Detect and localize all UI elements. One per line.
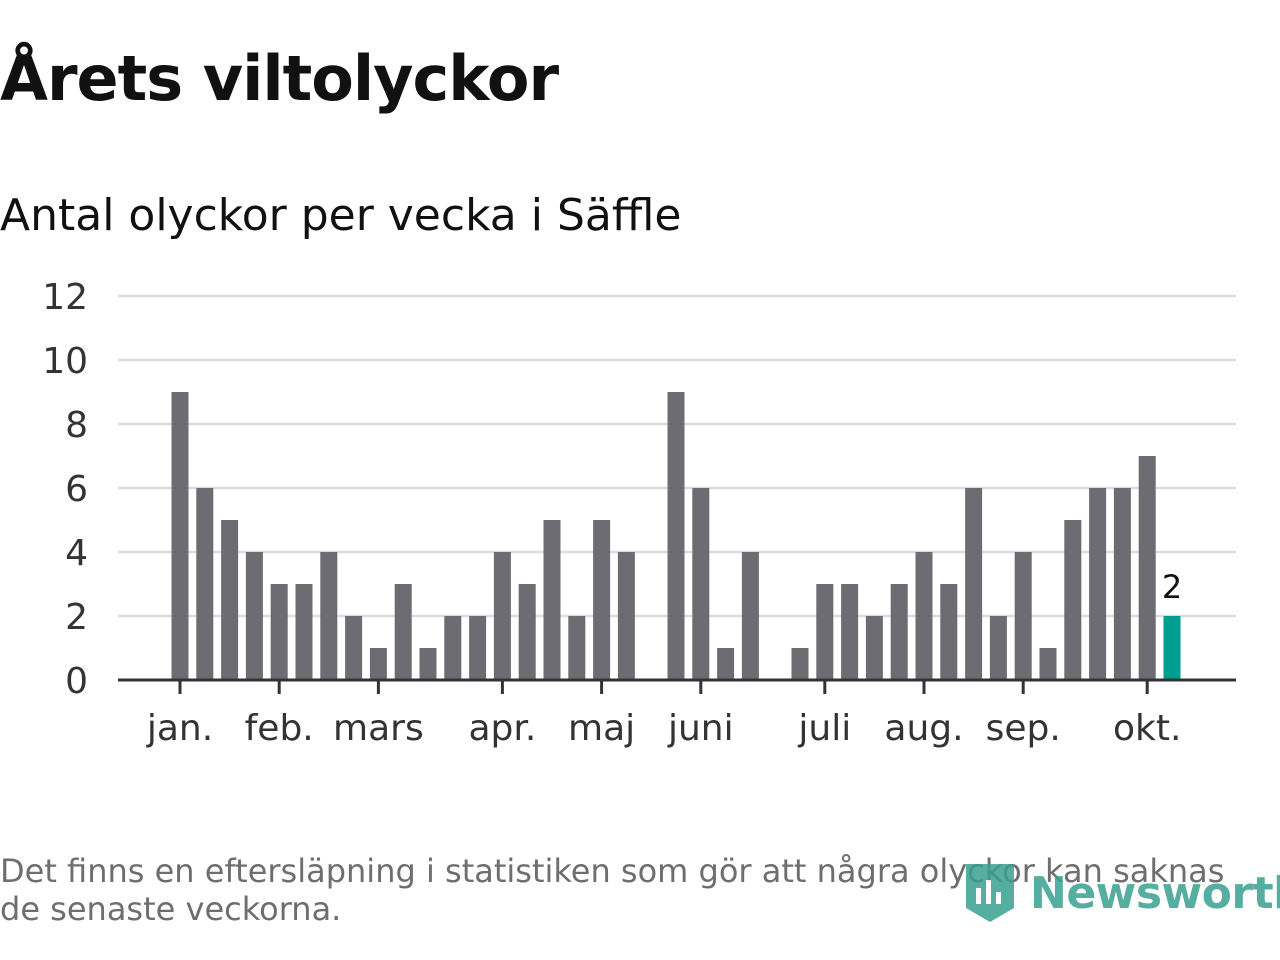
bar [890, 584, 908, 680]
bar [493, 552, 511, 680]
x-tick-label: juni [667, 708, 734, 749]
bar [171, 392, 189, 680]
logo-name: Newsworthy [1030, 867, 1280, 919]
chart-title: Årets viltolyckor [0, 42, 559, 115]
bar [345, 616, 363, 680]
bar [940, 584, 958, 680]
bar [1138, 456, 1156, 680]
bar [444, 616, 462, 680]
bar [568, 616, 586, 680]
y-tick-label: 2 [65, 597, 88, 638]
bar [791, 648, 809, 680]
bar [1039, 648, 1057, 680]
x-tick-label: aug. [884, 708, 963, 749]
bars [171, 392, 1181, 680]
bar [543, 520, 561, 680]
bar [245, 552, 263, 680]
x-tick-label: maj [568, 708, 635, 749]
y-tick-label: 8 [65, 405, 88, 446]
x-tick-label: feb. [245, 708, 314, 749]
bar [692, 488, 710, 680]
bar [196, 488, 214, 680]
bar [221, 520, 239, 680]
chart-subtitle: Antal olyckor per vecka i Säffle [0, 190, 682, 241]
bar [1113, 488, 1131, 680]
bar [915, 552, 933, 680]
bar [617, 552, 635, 680]
y-tick-label: 4 [65, 533, 88, 574]
highlight-value-label: 2 [1162, 568, 1182, 606]
x-tick-label: jan. [146, 708, 213, 749]
footnote: Det finns en eftersläpning i statistiken… [0, 852, 1225, 928]
bar [989, 616, 1007, 680]
bar [865, 616, 883, 680]
bar [320, 552, 338, 680]
bar [741, 552, 759, 680]
bar [270, 584, 288, 680]
bar [394, 584, 412, 680]
y-tick-label: 0 [65, 661, 88, 702]
y-tick-label: 10 [42, 341, 88, 382]
bar [419, 648, 437, 680]
bar [717, 648, 735, 680]
bar [1089, 488, 1107, 680]
y-axis-ticks: 0 2 4 6 8 10 12 [42, 277, 88, 702]
y-tick-label: 12 [42, 277, 88, 318]
bar [518, 584, 536, 680]
x-tick-label: sep. [986, 708, 1061, 749]
newsworthy-logo-icon [966, 864, 1014, 922]
highlight-bar [1163, 616, 1181, 680]
bar-chart: 0 2 4 6 8 10 12 jan. feb. mars apr. maj juni juli aug… [42, 277, 1236, 749]
bar [965, 488, 983, 680]
bar [1014, 552, 1032, 680]
bar [841, 584, 859, 680]
data-labels: 2 [1162, 568, 1182, 606]
newsworthy-logo: Newsworthy [964, 860, 1280, 926]
x-axis-ticks: jan. feb. mars apr. maj juni juli aug. sep. okt. [146, 680, 1181, 749]
bar [667, 392, 685, 680]
x-tick-label: juli [797, 708, 851, 749]
x-tick-label: mars [333, 708, 424, 749]
bar [295, 584, 313, 680]
bar [593, 520, 611, 680]
x-tick-label: apr. [468, 708, 536, 749]
y-tick-label: 6 [65, 469, 88, 510]
bar [1064, 520, 1082, 680]
bar [469, 616, 487, 680]
bar [369, 648, 387, 680]
x-tick-label: okt. [1113, 708, 1181, 749]
bar [816, 584, 834, 680]
